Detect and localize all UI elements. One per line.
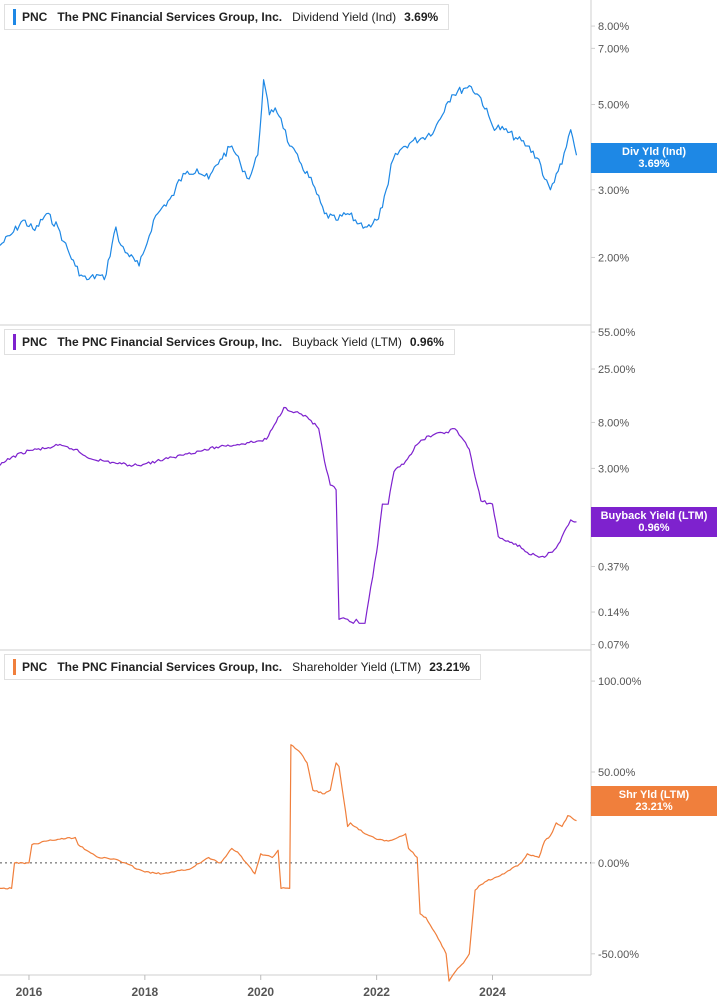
y-tick-label: 8.00% (598, 21, 629, 33)
legend-company: The PNC Financial Services Group, Inc. (57, 10, 283, 24)
y-tick-label: 55.00% (598, 327, 636, 339)
y-tick-label: 100.00% (598, 676, 642, 688)
flag-value: 0.96% (638, 522, 670, 534)
flag-label: Shr Yld (LTM) (618, 789, 690, 801)
x-tick-label: 2018 (132, 985, 159, 999)
legend-value: 23.21% (429, 660, 470, 674)
y-tick-label: 3.00% (598, 463, 629, 475)
legend-shareholder-yield: PNC The PNC Financial Services Group, In… (4, 654, 481, 680)
legend-metric: Buyback Yield (LTM) (292, 335, 402, 349)
y-tick-label: 0.00% (598, 858, 629, 870)
y-tick-label: 8.00% (598, 417, 629, 429)
y-tick-label: -50.00% (598, 949, 639, 961)
legend-ticker: PNC (22, 10, 48, 24)
y-tick-label: 2.00% (598, 252, 629, 264)
legend-metric: Shareholder Yield (LTM) (292, 660, 422, 674)
value-flag-shareholder: Shr Yld (LTM) 23.21% (591, 786, 717, 816)
legend-company: The PNC Financial Services Group, Inc. (57, 660, 283, 674)
legend-swatch (13, 9, 16, 25)
legend-metric: Dividend Yield (Ind) (292, 10, 397, 24)
x-tick-label: 2024 (479, 985, 506, 999)
y-tick-label: 25.00% (598, 364, 636, 376)
series-line (0, 79, 578, 281)
legend-company: The PNC Financial Services Group, Inc. (57, 335, 283, 349)
y-tick-label: 7.00% (598, 43, 629, 55)
y-tick-label: 5.00% (598, 100, 629, 112)
flag-value: 23.21% (635, 801, 673, 813)
y-tick-label: 3.00% (598, 185, 629, 197)
flag-label: Div Yld (Ind) (622, 146, 686, 158)
x-tick-label: 2020 (247, 985, 274, 999)
x-tick-label: 2022 (363, 985, 390, 999)
legend-ticker: PNC (22, 335, 48, 349)
legend-value: 0.96% (409, 335, 444, 349)
value-flag-buyback: Buyback Yield (LTM) 0.96% (591, 507, 717, 537)
y-tick-label: 0.07% (598, 640, 629, 652)
legend-buyback-yield: PNC The PNC Financial Services Group, In… (4, 329, 455, 355)
legend-swatch (13, 334, 16, 350)
y-tick-label: 50.00% (598, 767, 636, 779)
y-tick-label: 0.37% (598, 561, 629, 573)
y-tick-label: 0.14% (598, 607, 629, 619)
value-flag-dividend: Div Yld (Ind) 3.69% (591, 143, 717, 173)
legend-value: 3.69% (404, 10, 439, 24)
flag-label: Buyback Yield (LTM) (600, 510, 708, 522)
legend-swatch (13, 659, 16, 675)
flag-value: 3.69% (638, 158, 670, 170)
legend-dividend-yield: PNC The PNC Financial Services Group, In… (4, 4, 450, 30)
x-tick-label: 2016 (16, 985, 43, 999)
legend-ticker: PNC (22, 660, 48, 674)
series-line (0, 744, 577, 982)
series-line (0, 406, 577, 624)
